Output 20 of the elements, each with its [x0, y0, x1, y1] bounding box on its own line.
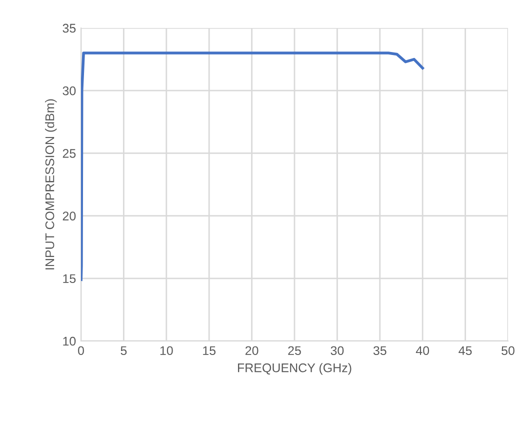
x-tick-label: 20: [245, 346, 258, 356]
x-tick-label: 50: [502, 346, 514, 356]
x-tick-label: 35: [373, 346, 386, 356]
y-tick-label: 35: [62, 24, 76, 33]
x-tick-label: 0: [78, 346, 84, 356]
y-tick-label: 25: [62, 149, 76, 158]
x-tick-label: 30: [330, 346, 344, 356]
y-tick-label: 20: [62, 212, 76, 220]
y-tick-label: 30: [62, 86, 76, 96]
x-tick-label: 45: [458, 346, 472, 356]
x-tick-label: 25: [288, 346, 301, 356]
x-tick-label: 10: [160, 346, 173, 356]
y-tick-label: 15: [63, 274, 76, 284]
x-tick-label: 40: [416, 346, 430, 356]
y-axis-title: INPUT COMPRESSION (dBm): [45, 99, 57, 270]
x-axis-title: FREQUENCY (GHz): [238, 363, 352, 375]
line-series: [81, 52, 424, 282]
x-tick-label: 15: [203, 346, 216, 356]
y-tick-label: 10: [63, 336, 76, 346]
x-tick-label: 5: [120, 346, 127, 356]
